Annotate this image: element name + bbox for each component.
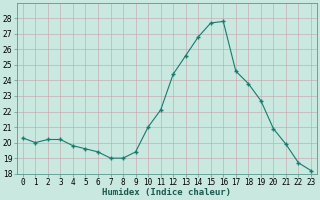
X-axis label: Humidex (Indice chaleur): Humidex (Indice chaleur) (102, 188, 231, 197)
